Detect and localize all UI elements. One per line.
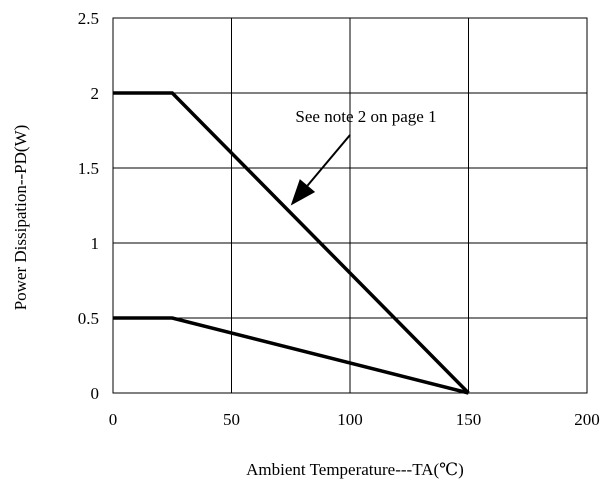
annotation-layer: See note 2 on page 1 xyxy=(290,107,437,206)
y-tick-label: 0.5 xyxy=(78,309,99,328)
x-tick-label: 0 xyxy=(109,410,118,429)
annotation-arrow-shaft xyxy=(306,134,351,187)
series-layer xyxy=(113,91,470,395)
x-tick-label: 50 xyxy=(223,410,240,429)
x-tick-label: 150 xyxy=(456,410,482,429)
y-tick-labels: 0 0.5 1 1.5 2 2.5 xyxy=(78,9,99,403)
plot-frame xyxy=(112,17,588,394)
y-tick-label: 1.5 xyxy=(78,159,99,178)
y-tick-label: 2.5 xyxy=(78,9,99,28)
x-tick-label: 100 xyxy=(337,410,363,429)
x-tick-label: 200 xyxy=(574,410,600,429)
x-tick-labels: 0 50 100 150 200 xyxy=(109,410,600,429)
grid xyxy=(112,17,588,394)
annotation-arrow-head xyxy=(290,179,316,206)
series-line-1 xyxy=(113,316,469,395)
annotation-text: See note 2 on page 1 xyxy=(295,107,436,126)
x-axis-label: Ambient Temperature---TA(℃) xyxy=(246,460,464,479)
y-tick-label: 1 xyxy=(91,234,100,253)
series-line-0 xyxy=(113,91,470,395)
y-tick-label: 2 xyxy=(91,84,100,103)
y-axis-label: Power Dissipation--PD(W) xyxy=(11,125,30,311)
y-tick-label: 0 xyxy=(91,384,100,403)
